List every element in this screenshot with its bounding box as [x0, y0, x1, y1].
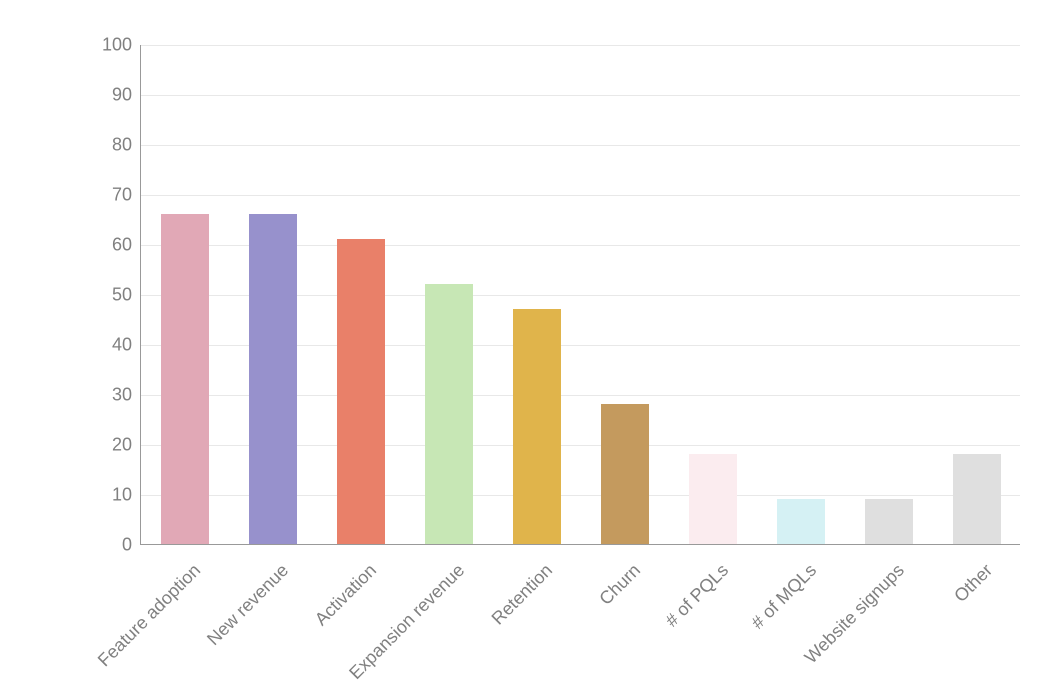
plot-area [140, 45, 1020, 545]
gridline [141, 195, 1020, 196]
bar [777, 499, 825, 544]
x-tick-label: New revenue [203, 560, 293, 650]
bar [953, 454, 1001, 544]
bar [249, 214, 297, 544]
gridline [141, 95, 1020, 96]
y-tick-label: 90 [92, 85, 132, 106]
x-tick-label: Churn [595, 560, 645, 610]
y-tick-label: 20 [92, 435, 132, 456]
y-tick-label: 50 [92, 285, 132, 306]
bar [161, 214, 209, 544]
bar [425, 284, 473, 544]
y-tick-label: 0 [92, 535, 132, 556]
bar [689, 454, 737, 544]
bar [337, 239, 385, 544]
bar [601, 404, 649, 544]
y-tick-label: 60 [92, 235, 132, 256]
y-tick-label: 80 [92, 135, 132, 156]
bar-chart: 0102030405060708090100Feature adoptionNe… [100, 45, 1020, 545]
x-tick-label: Feature adoption [94, 560, 205, 671]
y-tick-label: 70 [92, 185, 132, 206]
y-tick-label: 40 [92, 335, 132, 356]
y-tick-label: 10 [92, 485, 132, 506]
bar [865, 499, 913, 544]
bar [513, 309, 561, 544]
x-tick-label: # of MQLs [747, 560, 821, 634]
y-tick-label: 100 [92, 35, 132, 56]
x-tick-label: Other [950, 560, 997, 607]
x-tick-label: Activation [311, 560, 381, 630]
x-tick-label: Retention [488, 560, 557, 629]
y-tick-label: 30 [92, 385, 132, 406]
x-tick-label: # of PQLs [661, 560, 732, 631]
gridline [141, 45, 1020, 46]
gridline [141, 145, 1020, 146]
